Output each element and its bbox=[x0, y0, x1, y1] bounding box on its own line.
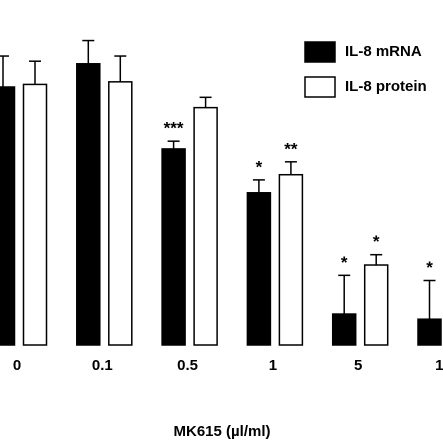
significance-label: * bbox=[256, 157, 263, 176]
x-tick-label: 0.1 bbox=[92, 357, 113, 374]
x-tick-label: 5 bbox=[354, 357, 362, 374]
significance-label: *** bbox=[164, 119, 184, 138]
bar bbox=[76, 63, 101, 346]
legend-swatch bbox=[304, 41, 336, 63]
significance-label: * bbox=[341, 253, 348, 272]
x-tick-label: 0.5 bbox=[177, 357, 198, 374]
legend-label: IL-8 mRNA bbox=[345, 43, 422, 60]
significance-label: ** bbox=[284, 139, 298, 158]
x-axis-label: MK615 (µl/ml) bbox=[174, 423, 271, 440]
bar bbox=[108, 81, 133, 346]
bar bbox=[331, 313, 357, 346]
bar bbox=[193, 106, 218, 346]
legend-label: IL-8 protein bbox=[345, 78, 427, 95]
bar bbox=[0, 86, 16, 346]
bar bbox=[246, 192, 272, 346]
x-tick-label: 0 bbox=[13, 357, 21, 374]
bar bbox=[278, 173, 304, 346]
x-tick-label: 10 bbox=[435, 357, 443, 374]
x-tick-label: 1 bbox=[269, 357, 277, 374]
significance-label: * bbox=[426, 258, 433, 277]
bar bbox=[363, 264, 389, 346]
significance-label: * bbox=[373, 232, 380, 251]
bar bbox=[22, 83, 48, 346]
bar bbox=[161, 148, 186, 346]
legend-swatch bbox=[304, 76, 336, 98]
bar bbox=[417, 318, 442, 346]
